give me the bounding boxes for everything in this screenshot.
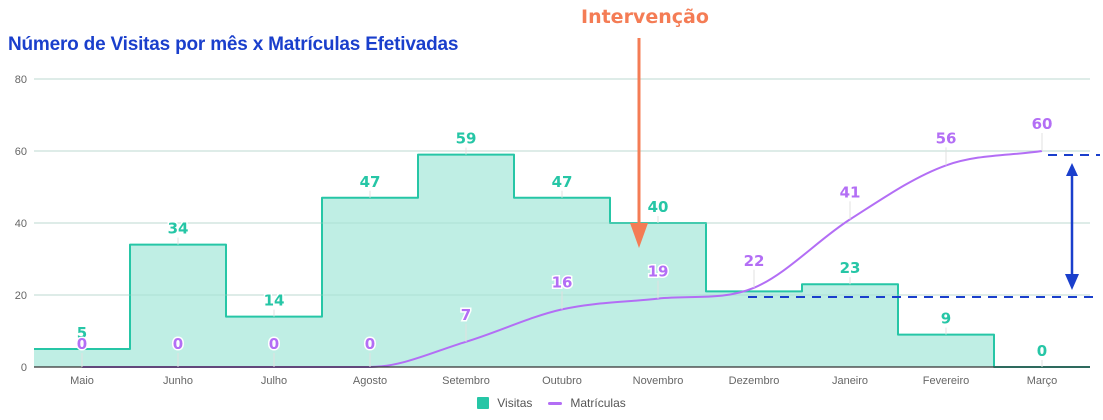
intervention-arrow-icon: [630, 223, 648, 248]
matriculas-swatch-icon: [548, 401, 563, 405]
x-tick-label: Março: [1027, 375, 1058, 387]
y-tick-label: 80: [15, 74, 27, 86]
data-label: 0: [365, 335, 375, 353]
y-tick-label: 0: [21, 362, 27, 374]
data-labels: 5 34 14 47 59 47 40 23 9 0 0 0 0 0 7 16 19 22 41 56 60: [75, 114, 1054, 367]
data-label: 34: [168, 220, 189, 238]
legend-label-visitas: Visitas: [497, 396, 533, 410]
x-tick-label: Julho: [261, 375, 287, 387]
data-label: 16: [552, 273, 573, 291]
visitas-area: [34, 78, 1090, 368]
y-tick-label: 40: [15, 218, 27, 230]
x-tick-label: Agosto: [353, 375, 387, 387]
visitas-swatch-icon: [477, 397, 490, 409]
x-tick-label: Junho: [163, 375, 193, 387]
data-label: 47: [360, 173, 381, 191]
chart-title: Número de Visitas por mês x Matrículas E…: [8, 34, 459, 55]
x-tick-label: Outubro: [542, 375, 582, 387]
data-label: 0: [77, 335, 87, 353]
legend-item-visitas[interactable]: Visitas: [477, 396, 532, 410]
double-arrow-down-icon: [1065, 274, 1079, 290]
annotations: [630, 38, 1100, 298]
intervention-label: Intervenção: [581, 6, 709, 28]
data-label: 23: [840, 259, 861, 277]
data-label: 14: [264, 292, 285, 310]
x-tick-label: Maio: [70, 375, 94, 387]
double-arrow-up-icon: [1066, 163, 1078, 176]
legend: Visitas Matrículas: [0, 396, 1103, 410]
data-label: 5: [77, 324, 87, 342]
data-label: 0: [1037, 342, 1047, 360]
data-label: 19: [648, 263, 669, 281]
data-label: 0: [269, 335, 279, 353]
x-axis: Maio Junho Julho Agosto Setembro Outubro Novem…: [34, 366, 1090, 387]
data-label: 59: [456, 130, 477, 148]
x-tick-label: Dezembro: [729, 375, 780, 387]
y-tick-label: 60: [15, 146, 27, 158]
data-label: 40: [648, 198, 669, 216]
data-label: 60: [1032, 115, 1053, 133]
y-tick-label: 20: [15, 290, 27, 302]
legend-item-matriculas[interactable]: Matrículas: [548, 396, 626, 410]
x-tick-label: Fevereiro: [923, 375, 969, 387]
data-label: 56: [936, 129, 957, 147]
data-label: 47: [552, 173, 573, 191]
x-tick-label: Novembro: [633, 375, 684, 387]
data-label: 9: [941, 310, 951, 328]
x-tick-label: Setembro: [442, 375, 490, 387]
data-label: 0: [173, 335, 183, 353]
data-label: 41: [840, 183, 861, 201]
x-tick-label: Janeiro: [832, 375, 868, 387]
data-label: 22: [744, 252, 765, 270]
data-label: 7: [461, 306, 471, 324]
y-axis-ticks: 0 20 40 60 80: [15, 74, 27, 374]
legend-label-matriculas: Matrículas: [570, 396, 626, 410]
